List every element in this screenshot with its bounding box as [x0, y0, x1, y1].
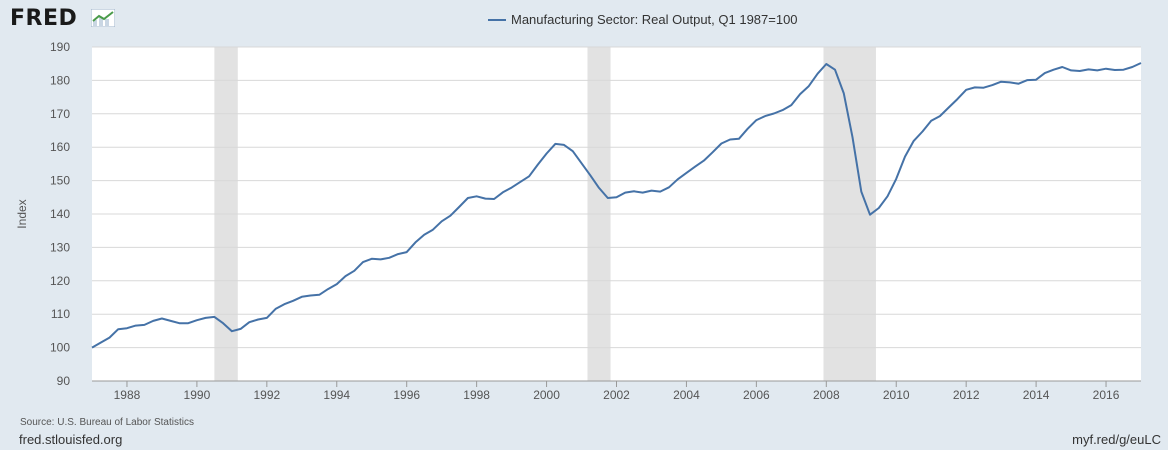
x-tick-label: 2002 [603, 388, 630, 402]
y-tick-label: 90 [57, 374, 71, 388]
x-tick-label: 2008 [813, 388, 840, 402]
x-tick-label: 2004 [673, 388, 700, 402]
y-tick-label: 110 [51, 307, 70, 321]
x-tick-label: 2016 [1093, 388, 1120, 402]
x-tick-label: 2012 [953, 388, 980, 402]
site-link[interactable]: fred.stlouisfed.org [19, 432, 123, 447]
x-tick-label: 1998 [463, 388, 490, 402]
legend-series-label: Manufacturing Sector: Real Output, Q1 19… [511, 12, 798, 27]
x-tick-label: 1992 [253, 388, 280, 402]
y-tick-label: 180 [50, 73, 70, 87]
x-tick-label: 1990 [184, 388, 211, 402]
y-axis-label: Index [15, 199, 29, 228]
short-url-link[interactable]: myf.red/g/euLC [1072, 432, 1161, 447]
y-tick-label: 150 [50, 174, 70, 188]
chart-legend[interactable]: Manufacturing Sector: Real Output, Q1 19… [488, 12, 798, 27]
source-note: Source: U.S. Bureau of Labor Statistics [20, 417, 194, 428]
y-tick-label: 130 [50, 240, 70, 254]
y-tick-label: 190 [50, 40, 70, 54]
x-tick-label: 1996 [393, 388, 420, 402]
series-line [91, 62, 1142, 349]
x-tick-label: 2006 [743, 388, 770, 402]
y-tick-label: 160 [50, 140, 70, 154]
x-tick-label: 2010 [883, 388, 910, 402]
fred-logo[interactable]: FRED [10, 6, 78, 31]
x-tick-label: 2000 [533, 388, 560, 402]
y-tick-label: 140 [50, 207, 70, 221]
y-tick-label: 170 [50, 107, 70, 121]
y-tick-label: 120 [50, 274, 70, 288]
x-tick-label: 2014 [1023, 388, 1050, 402]
legend-series-swatch [488, 18, 506, 21]
x-tick-label: 1988 [114, 388, 141, 402]
line-chart-icon [91, 9, 115, 27]
y-tick-label: 100 [50, 341, 70, 355]
x-tick-label: 1994 [323, 388, 350, 402]
